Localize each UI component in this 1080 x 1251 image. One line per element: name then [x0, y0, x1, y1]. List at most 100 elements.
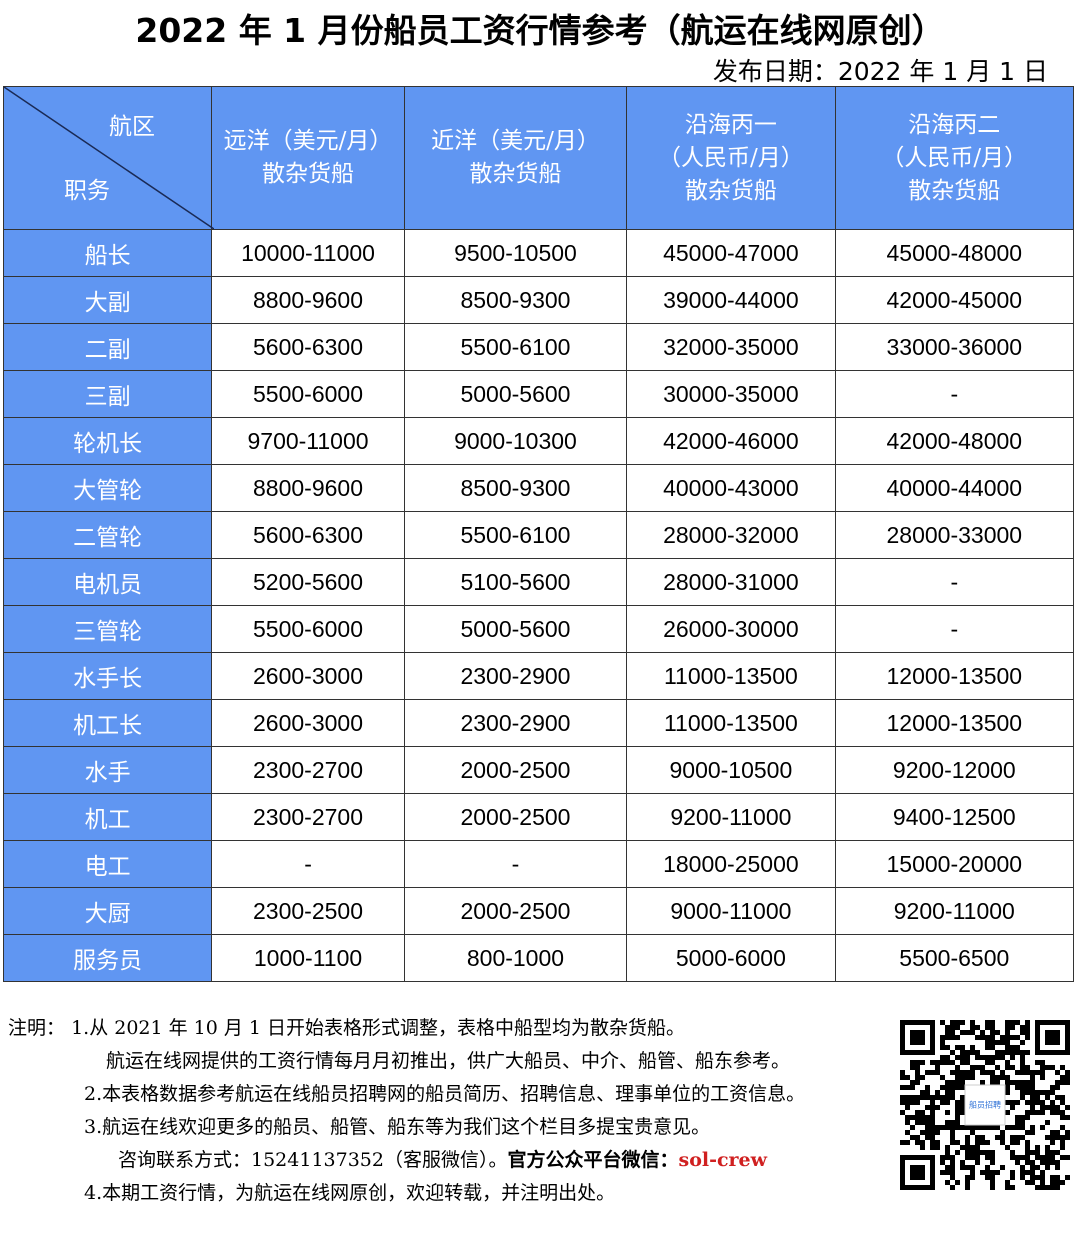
column-header: 近洋（美元/月） 散杂货船	[403, 86, 628, 230]
role-cell: 机工	[2, 793, 213, 841]
salary-cell: 26000-30000	[626, 605, 836, 653]
salary-cell: -	[834, 558, 1075, 606]
table-row: 水手长 2600-3000 2300-2900 11000-13500 12000-13…	[2, 652, 1075, 700]
notes: 注明： 1.从 2021 年 10 月 1 日开始表格形式调整，表格中船型均为散…	[8, 1012, 805, 1210]
wechat-id: sol-crew	[678, 1149, 768, 1171]
salary-cell: 42000-48000	[834, 417, 1075, 465]
salary-cell: 2300-2500	[211, 887, 405, 935]
role-cell: 二副	[2, 323, 213, 371]
salary-cell: 5500-6000	[211, 370, 405, 418]
table-row: 大管轮 8800-9600 8500-9300 40000-43000 40000-44…	[2, 464, 1075, 512]
role-cell: 服务员	[2, 934, 213, 982]
role-cell: 轮机长	[2, 417, 213, 465]
salary-cell: 9000-11000	[626, 887, 836, 935]
salary-cell: 5500-6000	[211, 605, 405, 653]
salary-cell: 39000-44000	[626, 276, 836, 324]
table-row: 轮机长 9700-11000 9000-10300 42000-46000 42000-…	[2, 417, 1075, 465]
salary-cell: -	[834, 605, 1075, 653]
salary-cell: 8800-9600	[211, 276, 405, 324]
note-1b: 航运在线网提供的工资行情每月月初推出，供广大船员、中介、船管、船东参考。	[106, 1050, 791, 1072]
role-cell: 水手	[2, 746, 213, 794]
table-row: 船长 10000-11000 9500-10500 45000-47000 45000-…	[2, 229, 1075, 277]
column-header-line: 散杂货船	[684, 177, 777, 204]
role-cell: 大管轮	[2, 464, 213, 512]
salary-cell: 2600-3000	[211, 699, 405, 747]
column-header-line: 散杂货船	[262, 161, 355, 187]
salary-cell: 9000-10300	[403, 417, 628, 465]
role-cell: 水手长	[2, 652, 213, 700]
salary-cell: 5000-5600	[403, 370, 628, 418]
qr-logo-text: 船员招聘	[969, 1100, 1001, 1110]
salary-cell: 42000-45000	[834, 276, 1075, 324]
salary-cell: 12000-13500	[834, 699, 1075, 747]
note-1: 1.从 2021 年 10 月 1 日开始表格形式调整，表格中船型均为散杂货船。	[71, 1017, 686, 1039]
salary-cell: -	[211, 840, 405, 888]
salary-cell: 42000-46000	[626, 417, 836, 465]
salary-cell: 28000-33000	[834, 511, 1075, 559]
table-row: 电工 - -18000-25000 15000-20000	[2, 840, 1075, 888]
salary-cell: 45000-47000	[626, 229, 836, 277]
table-row: 电机员 5200-5600 5100-5600 28000-31000-	[2, 558, 1075, 606]
contact: 咨询联系方式：15241137352（客服微信）。	[118, 1149, 508, 1171]
salary-cell: 18000-25000	[626, 840, 836, 888]
table-row: 大副 8800-9600 8500-9300 39000-44000 42000-450…	[2, 276, 1075, 324]
column-header: 沿海丙一 （人民币/月） 散杂货船	[626, 86, 836, 230]
salary-cell: 5200-5600	[211, 558, 405, 606]
salary-cell: -	[834, 370, 1075, 418]
salary-cell: 8800-9600	[211, 464, 405, 512]
column-header-line: （人民币/月）	[881, 144, 1028, 171]
corner-header: 航区 职务	[2, 86, 214, 230]
salary-cell: 5600-6300	[211, 323, 405, 371]
salary-cell: 800-1000	[403, 934, 628, 982]
table-row: 三管轮 5500-6000 5000-5600 26000-30000-	[2, 605, 1075, 653]
salary-cell: 5500-6500	[834, 934, 1075, 982]
salary-cell: 5000-5600	[403, 605, 628, 653]
salary-cell: 40000-43000	[626, 464, 836, 512]
table-row: 服务员 1000-1100 800-1000 5000-6000 5500-6500	[2, 934, 1075, 982]
note-2: 2.本表格数据参考航运在线船员招聘网的船员简历、招聘信息、理事单位的工资信息。	[84, 1083, 806, 1105]
salary-cell: 9500-10500	[403, 229, 628, 277]
salary-cell: 2300-2900	[403, 699, 628, 747]
salary-cell: 8500-9300	[403, 464, 628, 512]
salary-cell: 30000-35000	[626, 370, 836, 418]
role-cell: 大厨	[2, 887, 213, 935]
salary-cell: 10000-11000	[211, 229, 405, 277]
salary-cell: 45000-48000	[834, 229, 1075, 277]
salary-cell: 8500-9300	[403, 276, 628, 324]
salary-cell: 5100-5600	[403, 558, 628, 606]
table-row: 机工长 2600-3000 2300-2900 11000-13500 12000-13…	[2, 699, 1075, 747]
salary-cell: 2000-2500	[403, 887, 628, 935]
salary-cell: 9200-11000	[834, 887, 1075, 935]
corner-bottom-label: 职务	[64, 178, 110, 204]
role-cell: 二管轮	[2, 511, 213, 559]
column-header: 沿海丙二 （人民币/月） 散杂货船	[834, 86, 1075, 230]
column-header-line: 远洋（美元/月）	[223, 128, 393, 154]
role-cell: 三副	[2, 370, 213, 418]
column-header-line: 散杂货船	[908, 177, 1001, 204]
column-header-line: 近洋（美元/月）	[431, 128, 600, 154]
corner-top-label: 航区	[109, 114, 155, 140]
table-row: 二副 5600-6300 5500-6100 32000-35000 33000-360…	[2, 323, 1075, 371]
salary-cell: 5600-6300	[211, 511, 405, 559]
salary-cell: 9000-10500	[626, 746, 836, 794]
role-cell: 电工	[2, 840, 213, 888]
salary-cell: -	[403, 840, 628, 888]
table-row: 三副 5500-6000 5000-5600 30000-35000-	[2, 370, 1075, 418]
salary-cell: 11000-13500	[626, 652, 836, 700]
column-header-line: （人民币/月）	[658, 144, 804, 171]
official-label: 官方公众平台微信：	[507, 1149, 679, 1171]
role-cell: 三管轮	[2, 605, 213, 653]
salary-cell: 5500-6100	[403, 323, 628, 371]
column-header-line: 散杂货船	[469, 161, 562, 187]
note-3: 3.航运在线欢迎更多的船员、船管、船东等为我们这个栏目多提宝贵意见。	[84, 1116, 711, 1138]
table-row: 二管轮 5600-6300 5500-6100 28000-32000 28000-33…	[2, 511, 1075, 559]
role-cell: 机工长	[2, 699, 213, 747]
salary-cell: 11000-13500	[626, 699, 836, 747]
salary-cell: 33000-36000	[834, 323, 1075, 371]
salary-cell: 1000-1100	[211, 934, 405, 982]
column-header-line: 沿海丙一	[684, 111, 777, 138]
salary-cell: 40000-44000	[834, 464, 1075, 512]
table-row: 水手 2300-2700 2000-2500 9000-10500 9200-12000	[2, 746, 1075, 794]
role-cell: 电机员	[2, 558, 213, 606]
salary-cell: 2300-2900	[403, 652, 628, 700]
